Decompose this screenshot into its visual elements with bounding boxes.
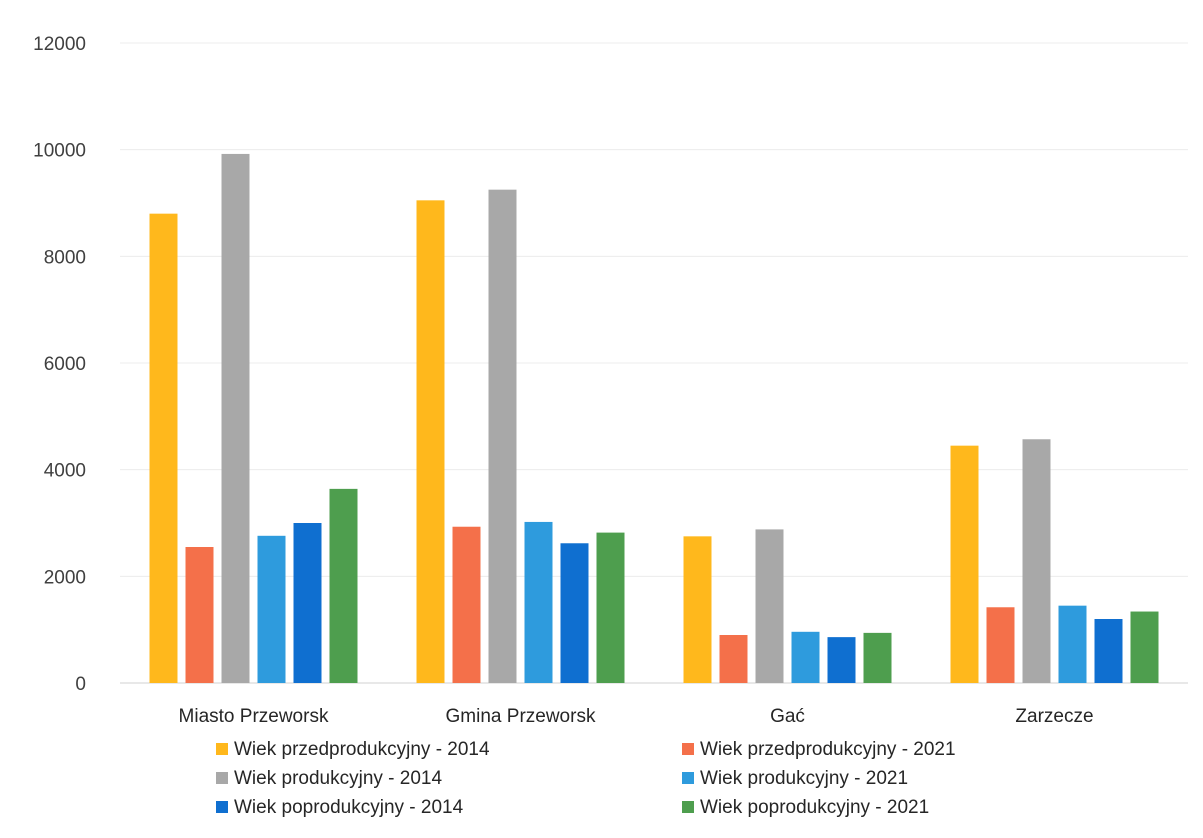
legend-label: Wiek poprodukcyjny - 2014 [234, 797, 464, 818]
bar [791, 631, 820, 683]
bar [488, 189, 517, 683]
bar [1130, 611, 1159, 683]
x-tick-label: Gać [770, 706, 805, 727]
legend-label: Wiek produkcyjny - 2021 [700, 768, 908, 789]
legend-item: Wiek przedprodukcyjny - 2021 [682, 739, 956, 760]
bar [560, 543, 589, 683]
bar [683, 536, 712, 683]
legend-label: Wiek przedprodukcyjny - 2021 [700, 739, 956, 760]
bar [524, 521, 553, 683]
legend-item: Wiek poprodukcyjny - 2021 [682, 797, 929, 818]
bar [755, 529, 784, 683]
legend: Wiek przedprodukcyjny - 2014 Wiek przedpr… [216, 739, 956, 818]
legend-label: Wiek poprodukcyjny - 2021 [700, 797, 929, 818]
legend-item: Wiek produkcyjny - 2021 [682, 768, 908, 789]
y-tick-label: 6000 [44, 354, 86, 375]
bar [950, 445, 979, 683]
bar [257, 535, 286, 683]
bar [827, 637, 856, 683]
legend-swatch [682, 772, 694, 784]
bar [185, 547, 214, 683]
bar [452, 526, 481, 683]
bar [863, 632, 892, 683]
legend-swatch [216, 801, 228, 813]
bars [149, 153, 1159, 684]
bar [329, 488, 358, 683]
legend-swatch [682, 743, 694, 755]
legend-item: Wiek przedprodukcyjny - 2014 [216, 739, 490, 760]
legend-item: Wiek poprodukcyjny - 2014 [216, 797, 464, 818]
bar [986, 607, 1015, 683]
x-tick-label: Zarzecze [1015, 706, 1093, 727]
x-tick-label: Miasto Przeworsk [179, 706, 329, 727]
bar [1094, 619, 1123, 683]
y-tick-label: 0 [75, 674, 86, 695]
bar [1022, 439, 1051, 683]
x-axis: Miasto Przeworsk Gmina Przeworsk Gać Zarzec… [179, 706, 1094, 727]
y-tick-label: 10000 [33, 141, 86, 162]
y-tick-label: 12000 [33, 34, 86, 55]
y-tick-label: 2000 [44, 567, 86, 588]
bar [416, 200, 445, 684]
x-tick-label: Gmina Przeworsk [446, 706, 596, 727]
legend-swatch [216, 772, 228, 784]
bar [293, 523, 322, 683]
y-axis: 0 2000 4000 6000 8000 10000 12000 [33, 34, 86, 695]
bar [596, 532, 625, 683]
legend-label: Wiek przedprodukcyjny - 2014 [234, 739, 490, 760]
y-tick-label: 8000 [44, 247, 86, 268]
legend-swatch [682, 801, 694, 813]
bar [149, 213, 178, 683]
legend-label: Wiek produkcyjny - 2014 [234, 768, 442, 789]
bar [221, 153, 250, 683]
bar [1058, 605, 1087, 683]
legend-swatch [216, 743, 228, 755]
bar [719, 635, 748, 683]
y-tick-label: 4000 [44, 461, 86, 482]
legend-item: Wiek produkcyjny - 2014 [216, 768, 442, 789]
